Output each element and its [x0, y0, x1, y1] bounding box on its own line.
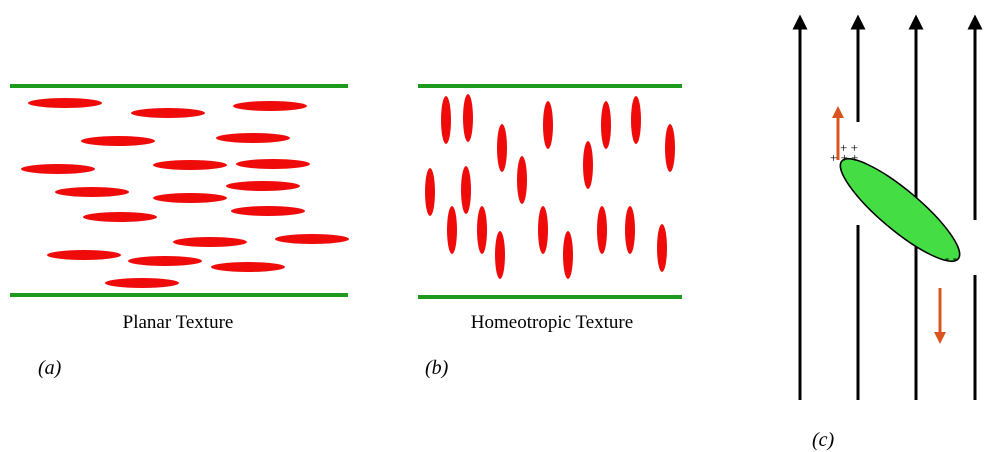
planar-panel	[10, 86, 349, 295]
molecule	[461, 166, 471, 214]
molecule	[625, 206, 635, 254]
molecule	[665, 124, 675, 172]
molecule	[47, 250, 121, 260]
panel-label: (b)	[425, 357, 449, 379]
molecule	[597, 206, 607, 254]
molecule	[231, 206, 305, 216]
molecule	[425, 168, 435, 216]
molecule	[28, 98, 102, 108]
molecule	[131, 108, 205, 118]
molecule	[441, 96, 451, 144]
molecule	[105, 278, 179, 288]
molecule	[128, 256, 202, 266]
molecule	[657, 224, 667, 272]
molecule	[497, 124, 507, 172]
molecule	[517, 156, 527, 204]
molecule	[226, 181, 300, 191]
molecule	[563, 231, 573, 279]
molecule	[275, 234, 349, 244]
caption: Homeotropic Texture	[471, 312, 633, 333]
molecule	[173, 237, 247, 247]
molecule	[631, 96, 641, 144]
molecule	[153, 160, 227, 170]
molecule	[495, 231, 505, 279]
homeotropic-panel	[418, 86, 682, 297]
svg-text:+ +: + +	[840, 140, 858, 155]
molecule	[583, 141, 593, 189]
molecule	[463, 94, 473, 142]
figure: + + + + + - - Planar Texture Homeotropic…	[0, 0, 989, 452]
panel-label: (c)	[812, 429, 835, 451]
molecule	[55, 187, 129, 197]
molecule	[543, 101, 553, 149]
caption: Planar Texture	[123, 312, 234, 333]
molecule	[216, 133, 290, 143]
molecule	[447, 206, 457, 254]
panel-label: (a)	[38, 357, 62, 379]
molecule	[21, 164, 95, 174]
field-panel: + + + + + - -	[800, 22, 975, 400]
molecule	[538, 206, 548, 254]
molecule	[236, 159, 310, 169]
molecule	[477, 206, 487, 254]
molecule	[153, 193, 227, 203]
molecule	[81, 136, 155, 146]
svg-text:- -: - -	[945, 250, 957, 265]
molecule	[601, 101, 611, 149]
molecule	[233, 101, 307, 111]
molecule	[211, 262, 285, 272]
molecule	[83, 212, 157, 222]
